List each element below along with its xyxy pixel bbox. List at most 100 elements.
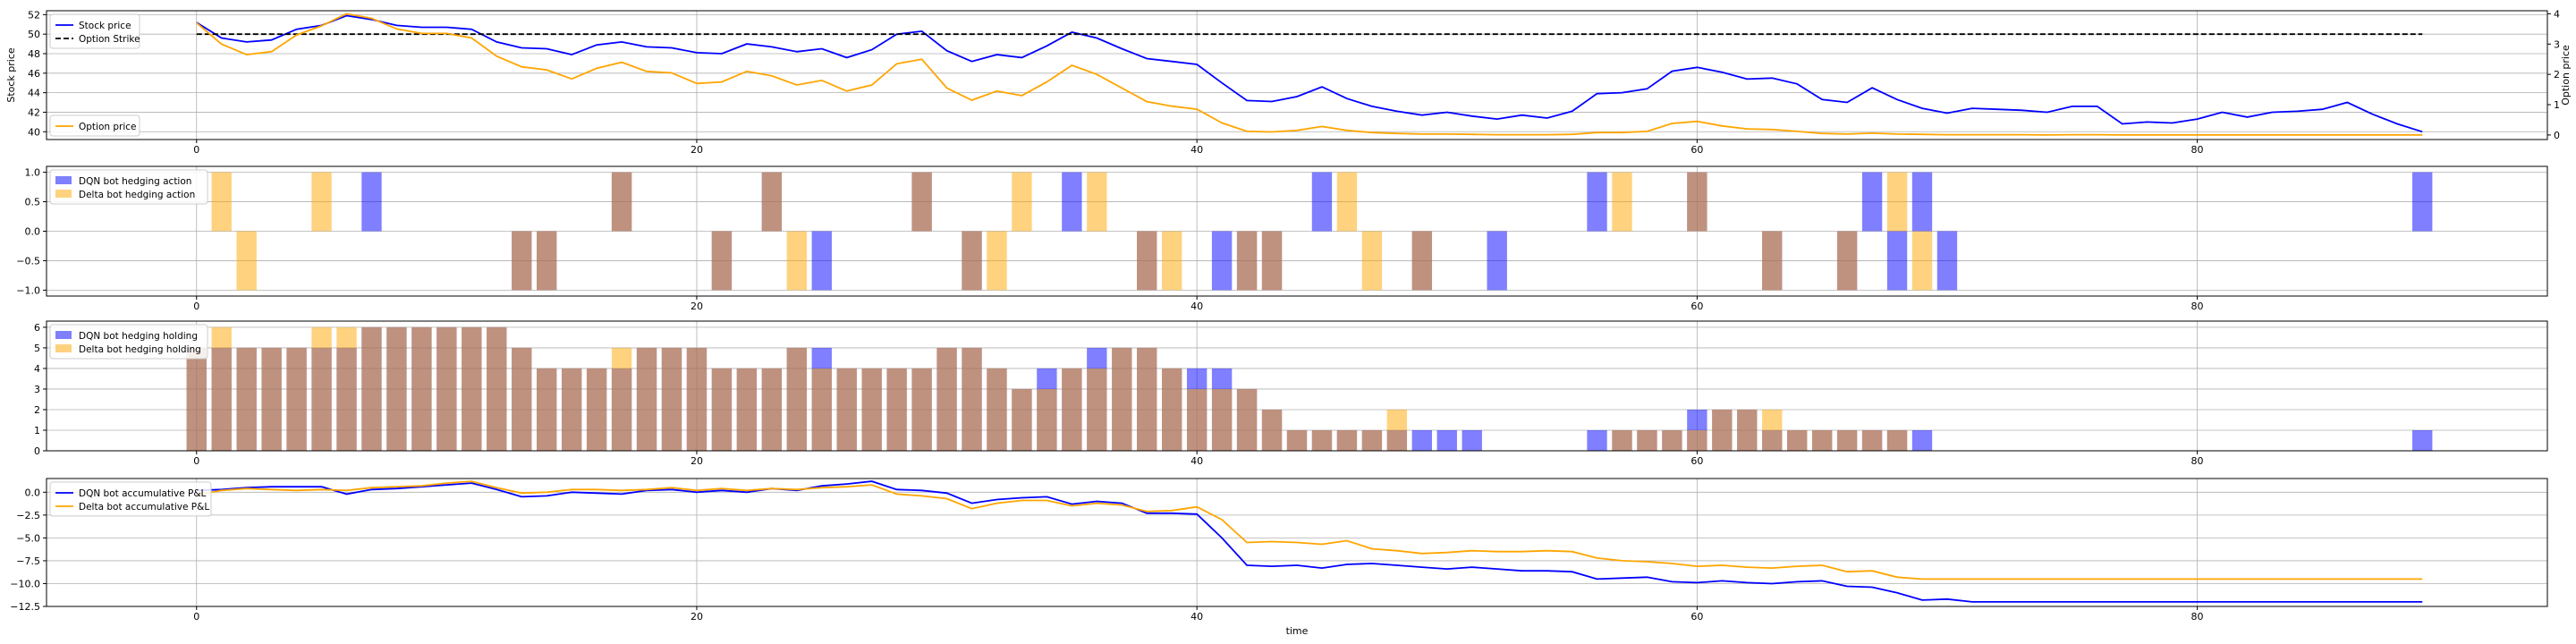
x-tick-label: 20	[691, 611, 703, 623]
series-line-option-price	[196, 13, 2423, 136]
x-tick-label: 80	[2191, 611, 2204, 623]
bar-delta	[512, 231, 532, 291]
bar-dqn	[2412, 429, 2433, 451]
y-tick-label: 1	[34, 425, 40, 436]
bar-delta	[211, 172, 232, 232]
bar-delta	[1411, 231, 1432, 291]
bar-delta	[1087, 172, 1107, 232]
legend-label: Option price	[79, 122, 137, 132]
bar-delta	[1236, 231, 1258, 291]
bar-dqn	[1311, 172, 1333, 232]
y-tick-label: 44	[28, 88, 40, 99]
x-tick-label: 0	[193, 611, 199, 623]
panel-4: 0 20 40 60 80 −12.5 −10.0 −7.5 −5.0 −2.5 0.0 time DQ…	[10, 478, 2548, 637]
bar-delta	[1787, 429, 1808, 451]
plot-area	[186, 326, 2433, 451]
legend-swatch	[55, 344, 72, 352]
bar-delta	[537, 231, 557, 291]
legend-swatch	[55, 190, 72, 198]
bar-delta	[561, 368, 582, 451]
x-tick-label: 60	[1690, 301, 1703, 312]
legend-box	[49, 481, 212, 517]
x-axis-label: time	[1286, 625, 1309, 637]
legend-box	[49, 13, 140, 49]
y-tick-label: 48	[28, 48, 40, 60]
bar-dqn	[1911, 172, 1933, 232]
bar-delta	[1236, 388, 1258, 451]
bar-delta	[686, 347, 708, 451]
bar-delta	[1037, 388, 1057, 451]
x-tick-label: 40	[1191, 144, 1203, 156]
plot-frame	[46, 10, 2548, 140]
bar-delta	[1886, 172, 1908, 232]
bar-delta	[1211, 388, 1233, 451]
x-tick-label: 80	[2191, 301, 2204, 312]
y-right-tick-label: 1	[2554, 99, 2560, 111]
legend: DQN bot hedging action Delta bot hedging …	[49, 169, 208, 205]
bar-dqn	[1487, 231, 1507, 291]
bar-delta	[611, 172, 632, 232]
bar-delta	[586, 368, 607, 451]
y-tick-label: −12.5	[10, 601, 40, 613]
bar-delta	[1087, 368, 1107, 451]
legend: Stock price Option Strike	[49, 13, 140, 49]
y-right-tick-label: 3	[2554, 38, 2560, 50]
x-tick-label: 20	[691, 455, 703, 467]
bar-dqn	[1911, 429, 1933, 451]
bar-delta	[1137, 231, 1157, 291]
bar-delta	[786, 347, 807, 451]
y-right-tick-label: 4	[2554, 8, 2560, 20]
bar-delta	[1612, 429, 1632, 451]
bar-delta	[286, 347, 307, 451]
y-tick-label: 6	[34, 322, 40, 334]
bar-delta	[886, 368, 907, 451]
plot-area	[196, 480, 2423, 603]
bar-delta	[1336, 172, 1358, 232]
bar-delta	[1811, 429, 1833, 451]
x-tick-label: 40	[1191, 301, 1203, 312]
bar-delta	[186, 347, 207, 451]
y-right-tick-label: 2	[2554, 69, 2560, 80]
y-tick-label: −5.0	[16, 532, 40, 544]
panel-1: 0 20 40 60 80 40 42 44 46 48 50 52 0 1 2 3 4 Stock price O…	[5, 8, 2572, 156]
x-tick-label: 60	[1690, 455, 1703, 467]
bar-delta	[861, 368, 882, 451]
bar-dqn	[1861, 172, 1883, 232]
bar-delta	[611, 347, 632, 451]
plot-area	[196, 13, 2423, 136]
bar-delta	[1062, 368, 1082, 451]
bar-delta	[1762, 409, 1783, 451]
bar-delta	[261, 347, 282, 451]
bar-delta	[1012, 172, 1032, 232]
bar-delta	[1836, 231, 1858, 291]
y-tick-label: −7.5	[16, 555, 40, 567]
bar-delta	[836, 368, 857, 451]
x-tick-label: 40	[1191, 611, 1203, 623]
y-tick-label: 0	[34, 445, 40, 457]
plot-frame	[46, 478, 2548, 607]
legend: DQN bot accumulative P&L Delta bot accumu…	[49, 481, 212, 517]
y-tick-label: −1.0	[16, 284, 40, 296]
y-tick-label: −2.5	[16, 510, 40, 521]
bar-delta	[1687, 429, 1707, 451]
plot-frame	[46, 320, 2548, 452]
bar-dqn	[2412, 172, 2433, 232]
legend: Option price	[49, 114, 140, 137]
y-tick-label: −10.0	[10, 578, 40, 589]
bar-delta	[1662, 429, 1682, 451]
bar-delta	[1137, 347, 1157, 451]
bar-delta	[761, 172, 783, 232]
bar-delta	[1361, 231, 1383, 291]
legend-label: Option Strike	[79, 34, 140, 45]
bar-dqn	[1886, 231, 1908, 291]
bar-dqn	[1936, 231, 1958, 291]
bar-delta	[1162, 231, 1182, 291]
bar-delta	[736, 368, 758, 451]
x-tick-label: 40	[1191, 455, 1203, 467]
bar-delta	[462, 326, 482, 451]
bar-delta	[1311, 429, 1333, 451]
y-tick-label: 50	[28, 29, 40, 40]
bar-delta	[1286, 429, 1308, 451]
x-tick-label: 20	[691, 144, 703, 156]
